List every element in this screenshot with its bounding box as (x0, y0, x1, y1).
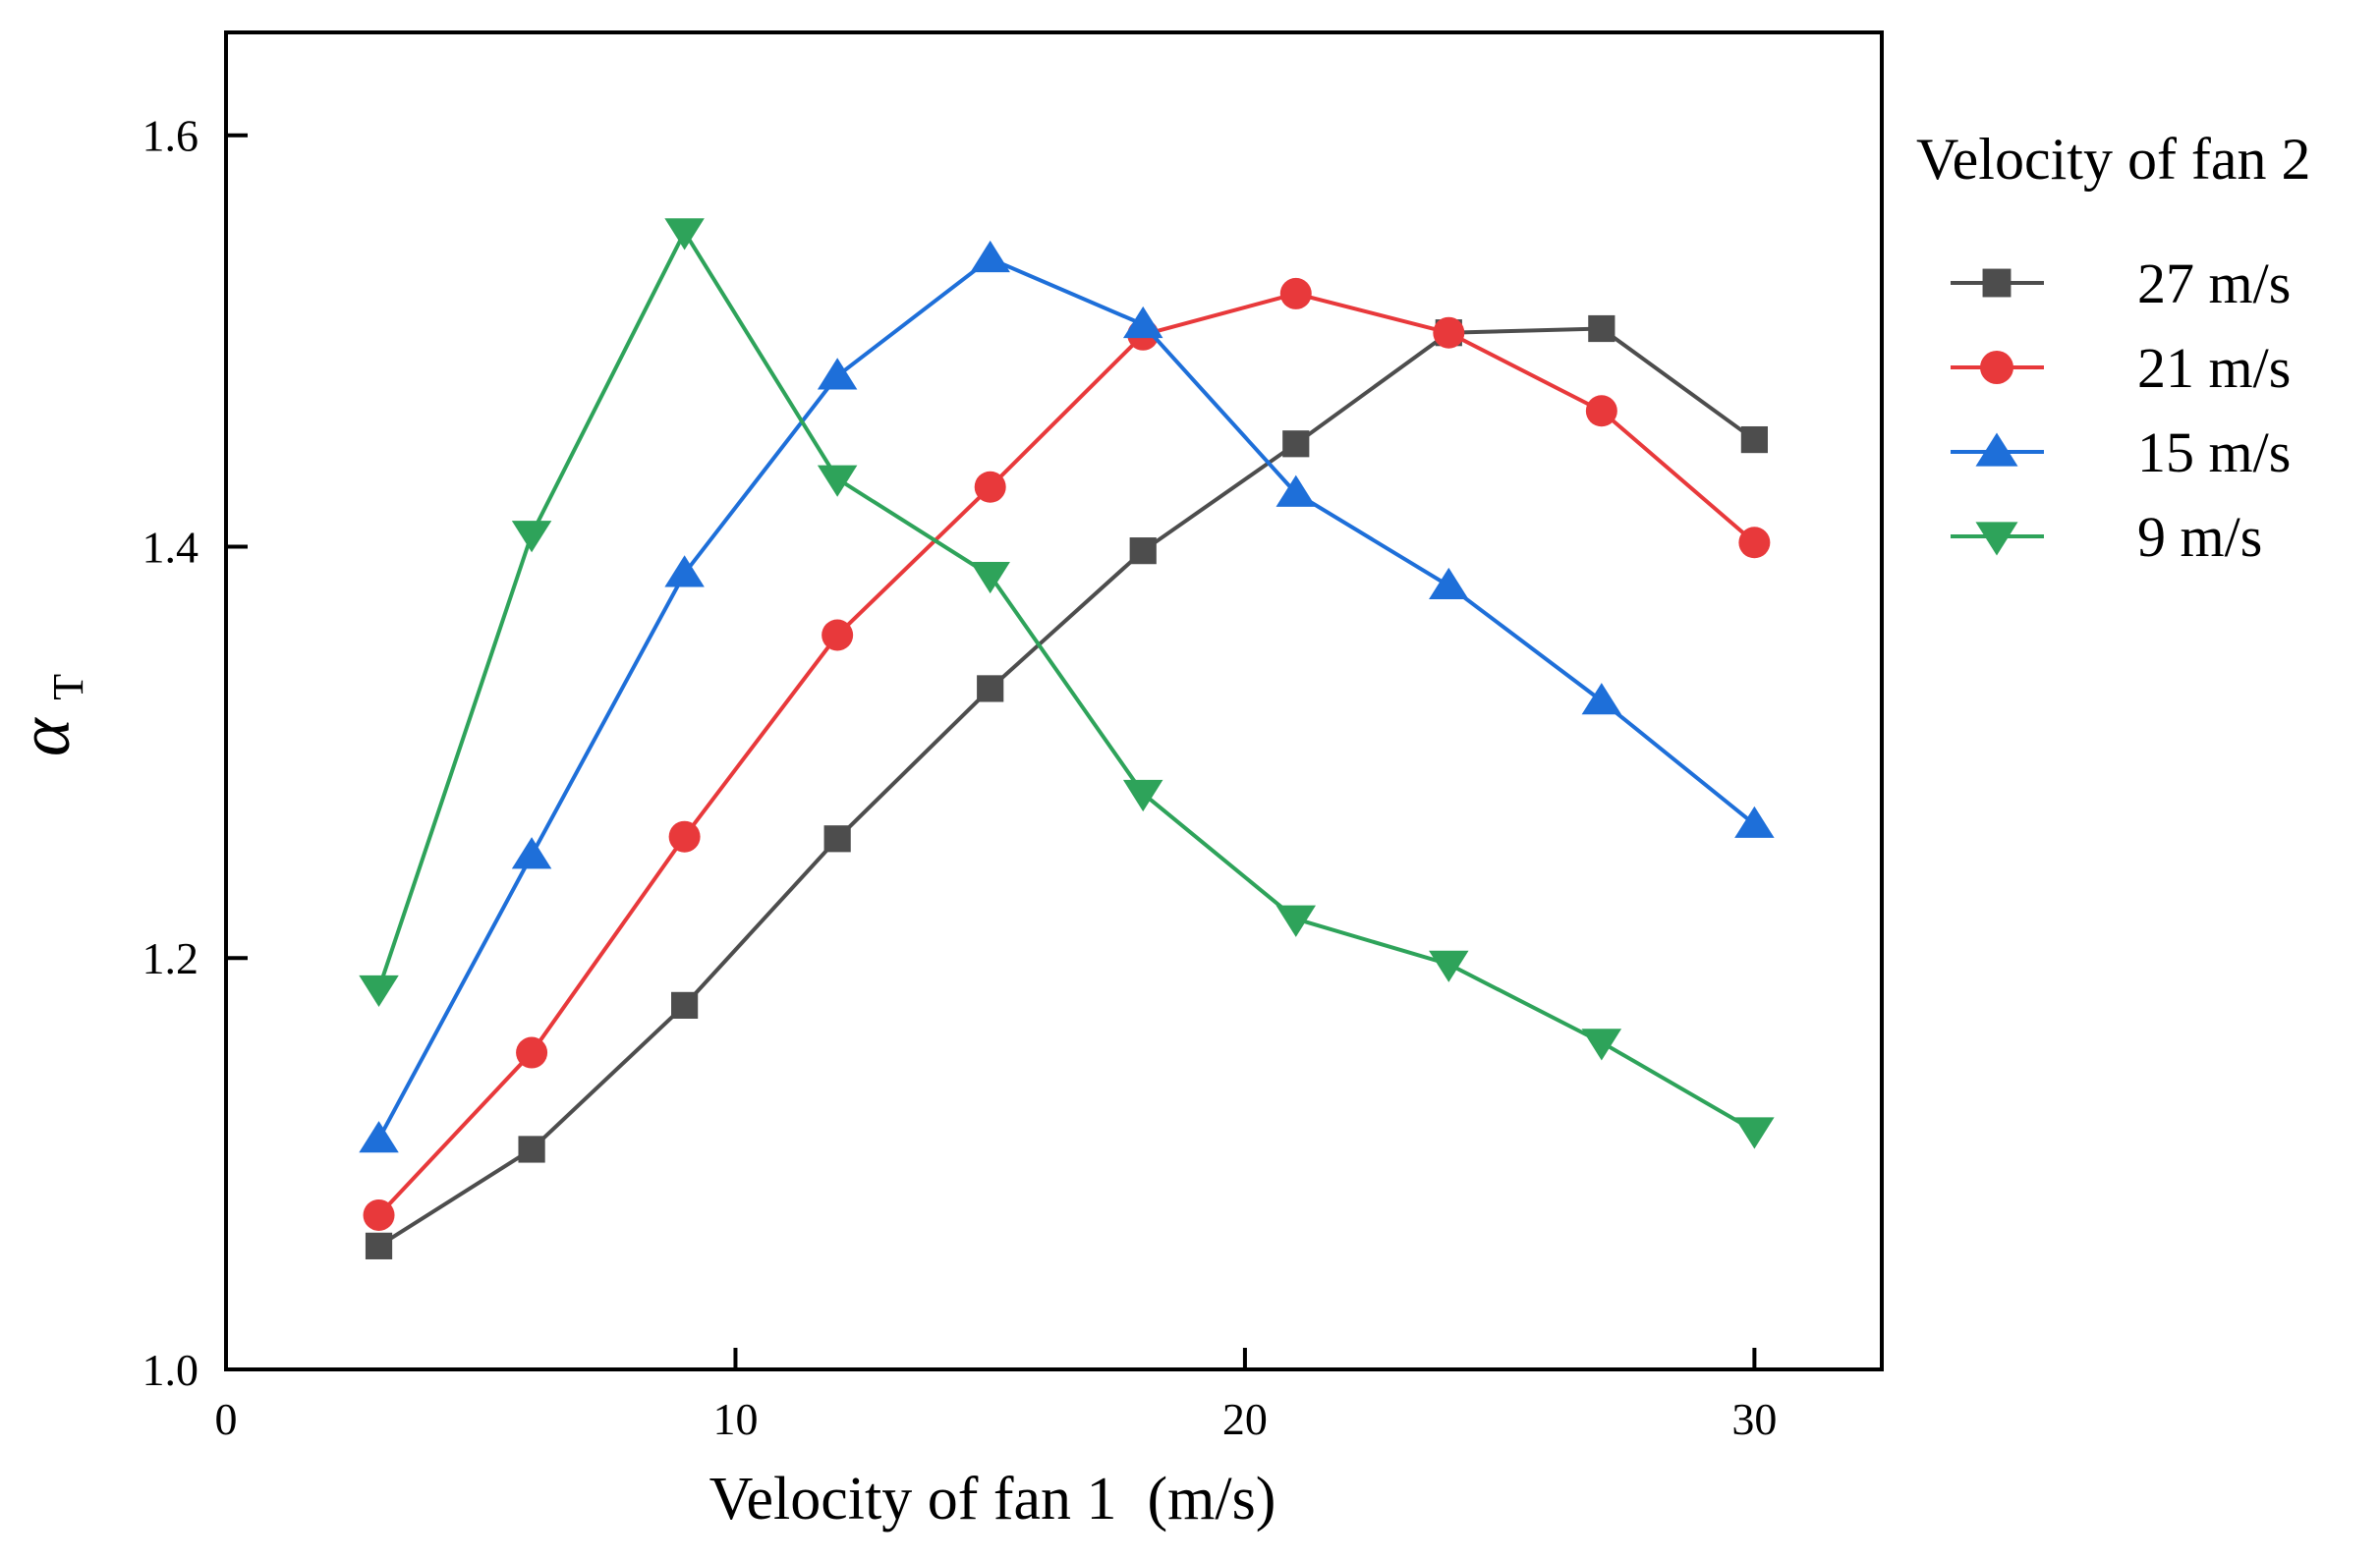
triangle-down-marker (1581, 1029, 1622, 1061)
circle-marker (1585, 395, 1617, 427)
square-marker (1740, 425, 1768, 454)
triangle-up-marker (1275, 474, 1317, 507)
y-tick-label: 1.4 (142, 522, 199, 572)
triangle-down-marker (1275, 905, 1317, 937)
triangle-up-marker (359, 1121, 399, 1153)
triangle-up-marker (1581, 683, 1622, 715)
series-layer (359, 218, 1775, 1259)
triangle-down-marker (1122, 779, 1163, 812)
triangle-up-marker (1122, 306, 1163, 339)
series-27-m-s (365, 314, 1768, 1259)
triangle-down-marker (970, 561, 1010, 594)
square-marker (518, 1136, 545, 1163)
plot-frame (224, 30, 1884, 1371)
triangle-up-marker (1975, 432, 2018, 467)
triangle-down-marker (511, 521, 552, 553)
series-line (376, 228, 1756, 1133)
triangle-down-marker (1429, 950, 1469, 982)
legend-label: 27 m/s (2137, 251, 2291, 315)
series-line (377, 326, 1756, 1249)
y-tick-label: 1.0 (142, 1345, 199, 1395)
series-line (377, 291, 1756, 1217)
series-9-m-s (359, 218, 1775, 1149)
triangle-down-marker (1734, 1117, 1775, 1149)
y-axis-symbol: α (5, 716, 85, 756)
x-tick-label: 20 (1222, 1394, 1268, 1444)
x-tick-label: 0 (215, 1394, 238, 1444)
y-axis-subscript: T (44, 674, 92, 700)
circle-marker (516, 1036, 548, 1069)
square-marker (1282, 430, 1310, 458)
circle-marker (1980, 351, 2013, 384)
legend-item: 9 m/s (1951, 505, 2262, 569)
triangle-down-marker (817, 465, 858, 497)
circle-marker (1738, 527, 1771, 559)
square-marker (823, 825, 851, 853)
square-marker (1588, 314, 1615, 343)
x-tick-label: 30 (1731, 1394, 1777, 1444)
triangle-up-marker (664, 555, 705, 587)
square-marker (671, 991, 699, 1019)
series-line (376, 256, 1756, 1141)
x-axis-label: Velocity of fan 1 (m/s) (709, 1466, 1276, 1532)
square-marker (1129, 537, 1157, 565)
legend-label: 9 m/s (2137, 505, 2262, 569)
square-marker (1982, 268, 2012, 298)
legend-label: 15 m/s (2137, 420, 2291, 484)
triangle-up-marker (970, 240, 1010, 273)
y-tick-label: 1.2 (142, 933, 199, 983)
legend-title: Velocity of fan 2 (1916, 127, 2311, 192)
legend-item: 15 m/s (1951, 420, 2291, 484)
square-marker (365, 1232, 393, 1259)
x-tick-label: 10 (712, 1394, 758, 1444)
y-axis-label: α T (5, 674, 92, 756)
square-marker (977, 675, 1004, 702)
circle-marker (668, 820, 701, 853)
triangle-up-marker (817, 358, 858, 390)
series-21-m-s (363, 277, 1771, 1231)
series-15-m-s (359, 240, 1775, 1153)
triangle-up-marker (1734, 806, 1775, 838)
circle-marker (1279, 277, 1312, 309)
legend-item: 27 m/s (1951, 251, 2291, 315)
triangle-down-marker (1975, 522, 2018, 556)
triangle-down-marker (359, 975, 399, 1008)
legend-label: 21 m/s (2137, 336, 2291, 400)
circle-marker (363, 1198, 395, 1231)
legend-item: 21 m/s (1951, 336, 2291, 400)
triangle-down-marker (664, 218, 705, 251)
triangle-up-marker (1429, 567, 1469, 600)
axes: 0 10 20 30 1.0 1.2 1.4 1.6 (142, 30, 1884, 1444)
circle-marker (1433, 316, 1465, 349)
legend: Velocity of fan 2 27 m/s 21 m/s 15 m/s 9 m/s (1916, 127, 2311, 569)
triangle-up-marker (511, 837, 552, 869)
y-tick-label: 1.6 (142, 111, 199, 161)
circle-marker (974, 471, 1006, 503)
circle-marker (822, 619, 854, 651)
